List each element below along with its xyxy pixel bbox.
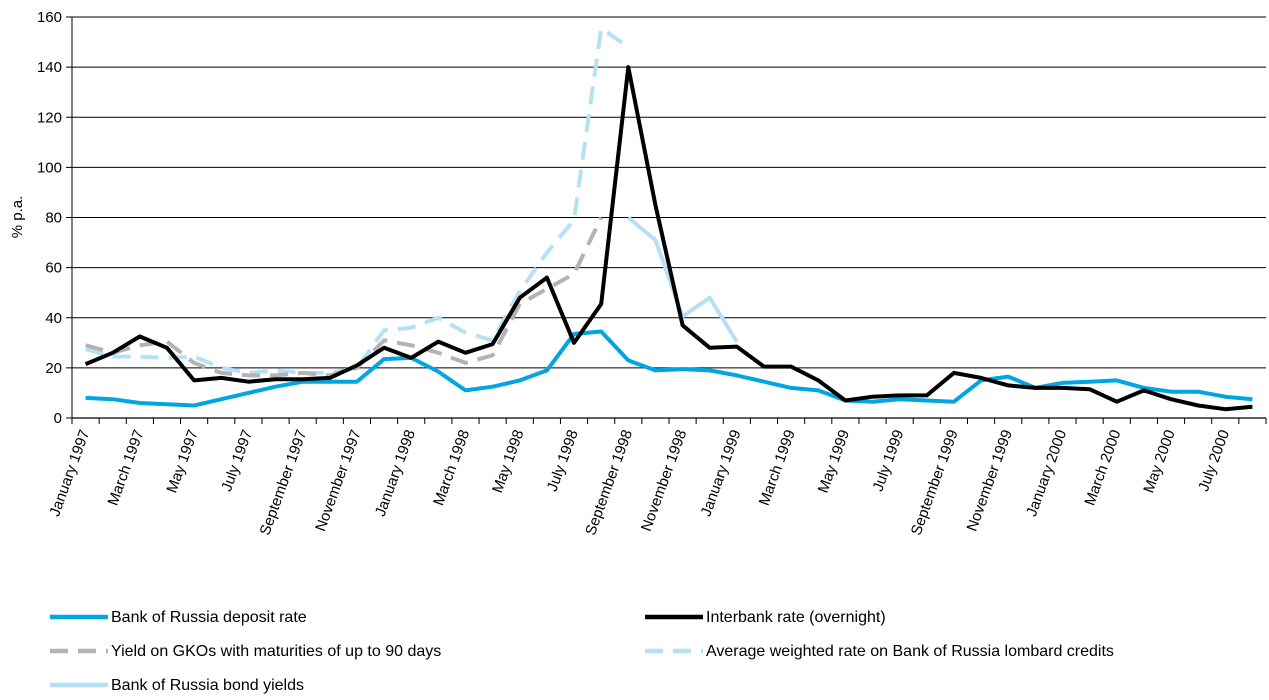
y-tick-label-20: 20: [45, 360, 62, 377]
gridlines: [72, 16, 1266, 369]
legend-label-bank-of-russia-deposit-rate: Bank of Russia deposit rate: [111, 609, 307, 626]
series-lines: [84, 26, 1253, 412]
x-tick-label-november-1999: November 1999: [963, 428, 1015, 534]
y-tick-label-0: 0: [54, 410, 62, 427]
x-tick-label-july-1997: July 1997: [218, 428, 256, 494]
series-line-bank-of-russia-deposit-rate: [85, 329, 1253, 408]
x-tick-label-january-2000: January 2000: [1023, 428, 1070, 519]
x-axis-ticks: January 1997 March 1997 May 1997 July 1997 S…: [46, 418, 1267, 538]
y-tick-label-120: 120: [37, 109, 62, 126]
x-tick-label-january-1997: January 1997: [46, 428, 93, 519]
series-line-yield-on-gkos-with-maturities-of-up-to-90-days: [85, 216, 604, 378]
y-tick-label-140: 140: [37, 59, 62, 76]
legend-label-yield-on-gkos-with-maturities-of-up-to-90-days: Yield on GKOs with maturities of up to 9…: [111, 643, 441, 660]
x-tick-label-july-1998: July 1998: [544, 428, 582, 494]
series-line-interbank-rate-overnight: [84, 65, 1253, 412]
x-tick-label-january-1999: January 1999: [698, 428, 745, 519]
y-tick-label-40: 40: [45, 310, 62, 327]
legend: Bank of Russia deposit rate Interbank rat…: [50, 609, 1114, 694]
x-tick-label-march-1998: March 1998: [430, 428, 473, 508]
x-tick-label-may-2000: May 2000: [1140, 428, 1179, 496]
x-tick-label-march-1999: March 1999: [756, 428, 799, 508]
legend-label-bank-of-russia-bond-yields: Bank of Russia bond yields: [111, 677, 304, 694]
y-tick-label-60: 60: [45, 260, 62, 277]
series-line-average-weighted-rate-on-bank-of-russia-lombard-credits: [85, 26, 630, 375]
y-tick-label-100: 100: [37, 159, 62, 176]
y-axis-ticks: 0 20 40 60 80 100 120 140 160: [37, 9, 72, 427]
x-tick-label-november-1997: November 1997: [312, 428, 364, 534]
x-tick-label-september-1998: September 1998: [582, 428, 636, 538]
x-tick-label-march-2000: March 2000: [1081, 428, 1124, 508]
legend-label-interbank-rate-overnight: Interbank rate (overnight): [706, 609, 886, 626]
y-tick-label-80: 80: [45, 210, 62, 227]
x-tick-label-may-1998: May 1998: [489, 428, 528, 496]
axes: [71, 17, 1266, 419]
x-tick-label-september-1999: September 1999: [908, 428, 962, 538]
x-tick-label-january-1998: January 1998: [372, 428, 419, 519]
x-tick-label-july-1999: July 1999: [869, 428, 907, 494]
y-axis-label: % p.a.: [9, 196, 26, 239]
y-tick-label-160: 160: [37, 9, 62, 26]
legend-label-average-weighted-rate-on-bank-of-russia-lombard-credits: Average weighted rate on Bank of Russia …: [706, 643, 1114, 660]
x-tick-label-november-1998: November 1998: [638, 428, 690, 534]
x-tick-label-may-1997: May 1997: [163, 428, 202, 496]
x-tick-label-may-1999: May 1999: [815, 428, 854, 496]
x-tick-label-september-1997: September 1997: [257, 428, 311, 538]
x-tick-label-july-2000: July 2000: [1195, 428, 1233, 494]
x-tick-label-march-1997: March 1997: [105, 428, 148, 508]
